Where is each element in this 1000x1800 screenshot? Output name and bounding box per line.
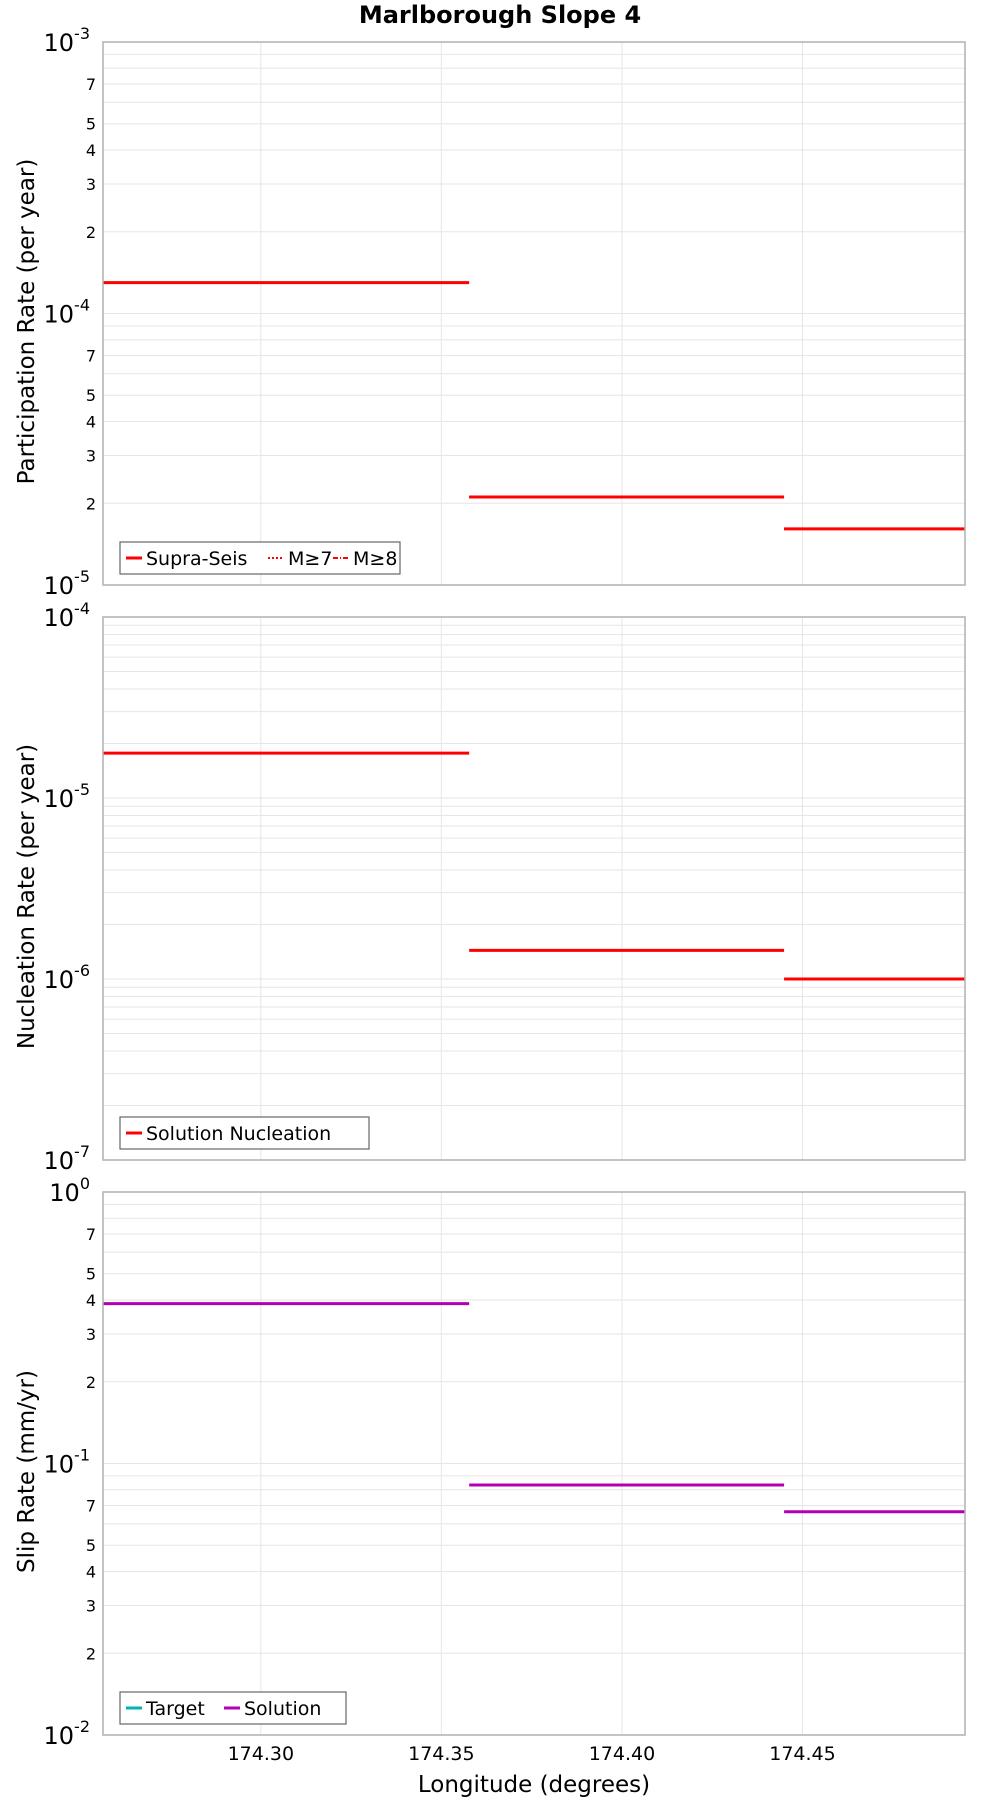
y-axis-label: Nucleation Rate (per year)	[14, 744, 40, 1049]
y-tick-minor-label: 5	[86, 386, 96, 405]
y-tick-minor-label: 5	[86, 1536, 96, 1555]
y-tick-minor-label: 2	[86, 223, 96, 242]
y-tick-minor-label: 7	[86, 1497, 96, 1516]
y-tick-minor-label: 2	[86, 1644, 96, 1663]
x-tick-label: 174.40	[589, 1743, 655, 1765]
y-tick-minor-label: 2	[86, 1373, 96, 1392]
chart-title: Marlborough Slope 4	[359, 1, 641, 29]
legend-entry: Solution Nucleation	[146, 1123, 331, 1145]
y-tick-minor-label: 5	[86, 1265, 96, 1284]
x-tick-label: 174.35	[408, 1743, 474, 1765]
y-tick-label: 10-7	[44, 1142, 91, 1175]
y-tick-label: 100	[49, 1174, 90, 1207]
y-tick-minor-label: 4	[86, 1291, 96, 1310]
legend-box	[119, 541, 401, 575]
y-tick-label: 10-5	[44, 780, 91, 813]
y-tick-minor-label: 7	[86, 347, 96, 366]
panel-1: 10-5 2 3 4 5 7 10-4 2 3 4 5 7 10-3 Participation Rate…	[14, 24, 966, 600]
y-tick-minor-label: 2	[86, 494, 96, 513]
y-tick-minor-label: 3	[86, 1596, 96, 1615]
legend-entry: M≥8	[353, 548, 397, 570]
plot-frame	[102, 41, 966, 586]
plot-frame	[102, 616, 966, 1161]
x-tick-label: 174.30	[228, 1743, 294, 1765]
legend-entry: Supra-Seis	[146, 548, 247, 570]
y-tick-minor-label: 4	[86, 413, 96, 432]
x-tick-label: 174.45	[769, 1743, 835, 1765]
y-tick-minor-label: 4	[86, 141, 96, 160]
y-tick-minor-label: 3	[86, 1325, 96, 1344]
panel-2: 10-7 10-6 10-5 10-4 Nucleation Rate (per yea…	[14, 599, 966, 1175]
x-axis-label: Longitude (degrees)	[418, 1772, 650, 1798]
y-tick-label: 10-2	[44, 1717, 91, 1750]
y-axis-label: Slip Rate (mm/yr)	[14, 1370, 40, 1573]
y-tick-label: 10-6	[44, 961, 91, 994]
y-tick-minor-label: 7	[86, 1225, 96, 1244]
legend: Target Solution	[119, 1691, 347, 1725]
y-tick-minor-label: 5	[86, 115, 96, 134]
y-tick-minor-label: 7	[86, 75, 96, 94]
y-tick-minor-label: 3	[86, 446, 96, 465]
y-tick-label: 10-3	[44, 24, 91, 57]
y-tick-label: 10-4	[44, 599, 91, 632]
legend-entry: M≥7	[288, 548, 332, 570]
y-axis-label: Participation Rate (per year)	[14, 159, 40, 485]
y-tick-minor-label: 3	[86, 175, 96, 194]
legend: Supra-Seis M≥7 M≥8	[119, 541, 401, 575]
panel-3: 10-2 2 3 4 5 7 10-1 2 3 4 5 7 100 Slip Rate (mm/yr) Ta…	[14, 1174, 966, 1750]
y-tick-label: 10-5	[44, 567, 91, 600]
plot-frame	[102, 1191, 966, 1736]
y-tick-label: 10-4	[44, 296, 91, 329]
y-tick-label: 10-1	[44, 1446, 91, 1479]
legend-entry: Solution	[244, 1698, 321, 1720]
y-tick-minor-label: 4	[86, 1563, 96, 1582]
legend-entry: Target	[145, 1698, 205, 1720]
legend: Solution Nucleation	[119, 1116, 370, 1150]
legend-box	[119, 1116, 370, 1150]
